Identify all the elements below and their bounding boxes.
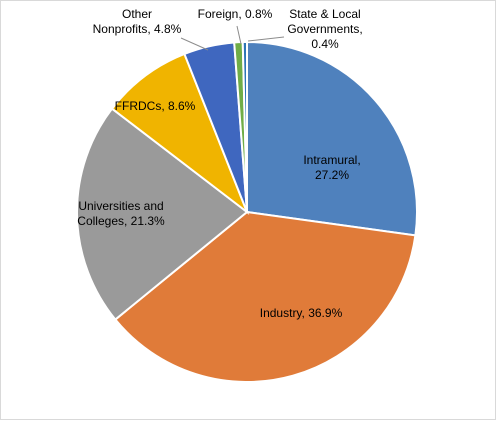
slice-label-state-and-local-governments: State & Local Governments, 0.4% [287, 7, 362, 51]
slice-label-foreign: Foreign, 0.8% [198, 7, 273, 21]
slice-labels: Intramural, 27.2% Industry, 36.9% Universit… [77, 7, 362, 320]
slice-label-ffrdcs: FFRDCs, 8.6% [115, 99, 196, 113]
leader-line-state-and-local-governments [247, 36, 285, 42]
leader-lines [180, 25, 285, 51]
pie-slice-state-and-local-governments [241, 40, 248, 213]
pie-slice-intramural [246, 40, 418, 237]
pie-slice-ffrdcs [110, 52, 250, 215]
slice-label-intramural: Intramural, 27.2% [303, 153, 360, 182]
leader-line-foreign [236, 25, 242, 45]
pie-slice-universities-and-colleges [76, 107, 249, 321]
leader-line-other-nonprofits [180, 37, 209, 51]
pie-slices [76, 40, 418, 384]
pie-slice-industry [113, 210, 417, 384]
slice-label-industry: Industry, 36.9% [260, 306, 343, 320]
slice-label-other-nonprofits: Other Nonprofits, 4.8% [93, 7, 182, 36]
slice-label-universities-and-colleges: Universities and Colleges, 21.3% [77, 199, 165, 228]
